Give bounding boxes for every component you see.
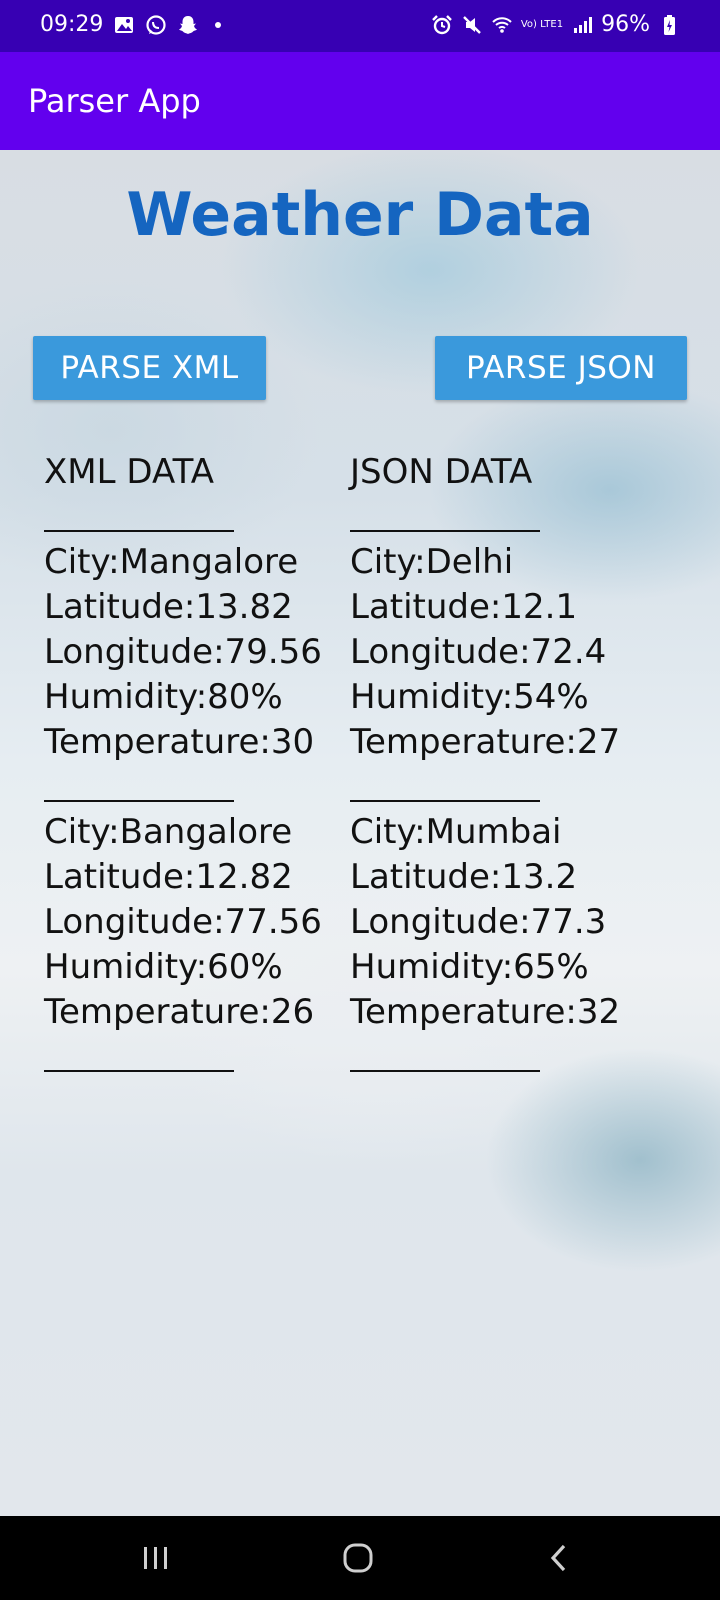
page-title: Weather Data xyxy=(126,180,594,250)
whatsapp-icon xyxy=(145,14,167,36)
json-longitude: Longitude:72.4 xyxy=(350,632,607,672)
xml-humidity: Humidity:80% xyxy=(44,677,283,717)
status-time: 09:29 xyxy=(40,12,104,37)
xml-city: City:Mangalore xyxy=(44,542,299,582)
battery-percent: 96% xyxy=(601,12,650,37)
json-data-column: JSON DATA City:Delhi Latitude:12.1 Longi… xyxy=(350,450,620,1080)
status-left: 09:29 xyxy=(40,12,222,37)
json-city: City:Delhi xyxy=(350,542,514,582)
app-bar: Parser App xyxy=(0,52,720,150)
wifi-icon xyxy=(491,14,513,36)
xml-temperature: Temperature:26 xyxy=(44,992,315,1032)
separator xyxy=(350,765,620,810)
json-longitude: Longitude:77.3 xyxy=(350,902,607,942)
xml-city: City:Bangalore xyxy=(44,812,293,852)
xml-data-column: XML DATA City:Mangalore Latitude:13.82 L… xyxy=(44,450,322,1080)
notification-dot xyxy=(215,21,222,28)
status-bar: 09:29 Vo) LTE1 96% xyxy=(0,0,720,52)
home-icon[interactable] xyxy=(338,1538,378,1578)
separator xyxy=(44,765,322,810)
app-title: Parser App xyxy=(28,82,201,120)
json-temperature: Temperature:32 xyxy=(350,992,621,1032)
xml-temperature: Temperature:30 xyxy=(44,722,315,762)
separator xyxy=(44,495,322,540)
separator xyxy=(350,1035,620,1080)
json-temperature: Temperature:27 xyxy=(350,722,621,762)
parse-xml-button[interactable]: PARSE XML xyxy=(33,336,266,400)
xml-longitude: Longitude:79.56 xyxy=(44,632,322,672)
gallery-icon xyxy=(113,14,135,36)
xml-data-heading: XML DATA xyxy=(44,452,214,492)
battery-icon xyxy=(658,14,680,36)
json-latitude: Latitude:13.2 xyxy=(350,857,578,897)
recent-apps-icon[interactable] xyxy=(136,1538,176,1578)
separator xyxy=(350,495,620,540)
json-latitude: Latitude:12.1 xyxy=(350,587,578,627)
main-content: Weather Data PARSE XML PARSE JSON XML DA… xyxy=(0,150,720,1516)
json-humidity: Humidity:65% xyxy=(350,947,589,987)
json-city: City:Mumbai xyxy=(350,812,562,852)
signal-icon xyxy=(571,14,593,36)
xml-longitude: Longitude:77.56 xyxy=(44,902,322,942)
alarm-icon xyxy=(431,14,453,36)
json-humidity: Humidity:54% xyxy=(350,677,589,717)
xml-latitude: Latitude:13.82 xyxy=(44,587,293,627)
back-icon[interactable] xyxy=(540,1538,580,1578)
parse-json-button[interactable]: PARSE JSON xyxy=(435,336,687,400)
mute-icon xyxy=(461,14,483,36)
status-right: Vo) LTE1 96% xyxy=(431,12,680,37)
navigation-bar xyxy=(0,1516,720,1600)
network-type: Vo) LTE1 xyxy=(520,18,564,30)
snapchat-icon xyxy=(177,14,199,36)
xml-humidity: Humidity:60% xyxy=(44,947,283,987)
xml-latitude: Latitude:12.82 xyxy=(44,857,293,897)
json-data-heading: JSON DATA xyxy=(350,452,533,492)
separator xyxy=(44,1035,322,1080)
